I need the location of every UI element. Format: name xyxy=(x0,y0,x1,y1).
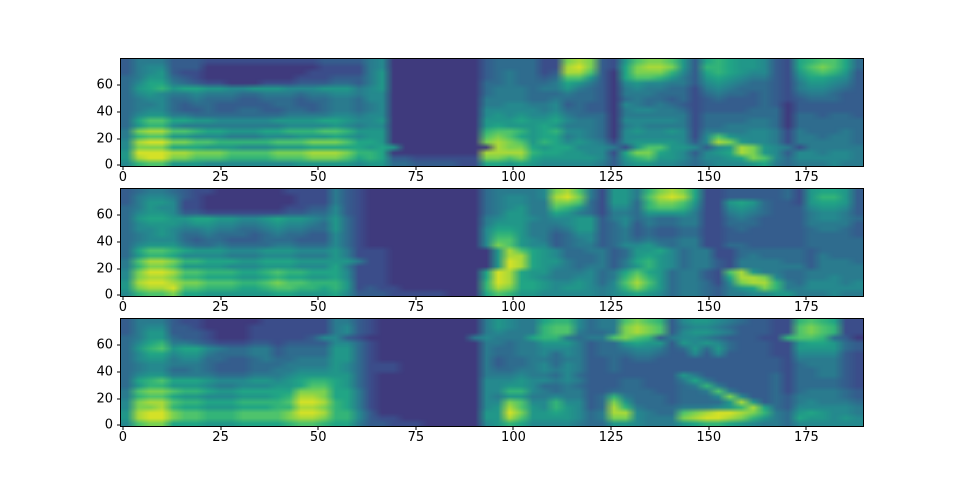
x-tick-mark xyxy=(512,296,514,300)
x-tick-label: 100 xyxy=(501,430,526,445)
y-tick-mark xyxy=(117,398,121,400)
x-tick-mark xyxy=(415,426,417,430)
x-tick-label: 75 xyxy=(407,170,425,185)
x-tick-label: 150 xyxy=(696,300,722,315)
y-tick-label: 0 xyxy=(104,417,113,433)
x-tick-label: 25 xyxy=(212,300,229,315)
x-tick-label: 150 xyxy=(696,430,722,445)
x-tick-mark xyxy=(805,426,807,430)
x-tick-label: 150 xyxy=(696,170,722,185)
x-tick-mark xyxy=(610,296,612,300)
y-tick-label: 40 xyxy=(96,104,113,120)
x-tick-label: 0 xyxy=(118,430,128,445)
y-tick-label: 0 xyxy=(104,157,113,173)
x-tick-mark xyxy=(122,166,124,170)
x-tick-label: 50 xyxy=(309,300,327,315)
x-tick-label: 125 xyxy=(598,430,624,445)
x-tick-label: 125 xyxy=(598,170,624,185)
x-tick-mark xyxy=(220,166,222,170)
x-tick-mark xyxy=(220,426,222,430)
x-tick-label: 0 xyxy=(118,170,128,185)
spectrogram-panel-3: 0 25 50 75 100 125 150 175 0 20 40 60 xyxy=(96,318,864,444)
y-tick-label: 0 xyxy=(104,287,113,303)
x-tick-label: 50 xyxy=(309,170,327,185)
x-tick-mark xyxy=(805,166,807,170)
y-tick-mark xyxy=(117,111,121,113)
x-tick-mark xyxy=(512,426,514,430)
spectrogram-heatmap-3 xyxy=(121,319,863,426)
x-tick-mark xyxy=(220,296,222,300)
x-tick-mark xyxy=(415,166,417,170)
x-tick-label: 75 xyxy=(407,300,425,315)
spectrogram-heatmap-2 xyxy=(121,189,863,296)
x-tick-label: 175 xyxy=(793,170,819,185)
y-tick-mark xyxy=(117,294,121,296)
spectrogram-heatmap-1 xyxy=(121,59,863,166)
y-tick-mark xyxy=(117,241,121,243)
x-tick-label: 175 xyxy=(793,430,819,445)
y-tick-label: 60 xyxy=(96,77,113,93)
x-tick-mark xyxy=(122,296,124,300)
x-tick-mark xyxy=(317,166,319,170)
y-tick-mark xyxy=(117,164,121,166)
y-tick-mark xyxy=(117,371,121,373)
x-tick-label: 25 xyxy=(212,430,229,445)
y-tick-label: 20 xyxy=(96,131,113,147)
x-tick-mark xyxy=(317,426,319,430)
x-tick-label: 0 xyxy=(118,300,128,315)
x-tick-mark xyxy=(610,426,612,430)
x-tick-label: 100 xyxy=(501,300,526,315)
x-tick-mark xyxy=(708,296,710,300)
x-tick-mark xyxy=(122,426,124,430)
x-tick-mark xyxy=(415,296,417,300)
y-tick-mark xyxy=(117,344,121,346)
y-tick-mark xyxy=(117,268,121,270)
y-tick-label: 20 xyxy=(96,391,113,407)
y-tick-mark xyxy=(117,424,121,426)
spectrogram-panel-1: 0 25 50 75 100 125 150 175 0 20 40 60 xyxy=(96,58,864,184)
x-tick-mark xyxy=(708,166,710,170)
x-tick-mark xyxy=(610,166,612,170)
y-tick-label: 40 xyxy=(96,364,113,380)
x-tick-mark xyxy=(512,166,514,170)
y-tick-mark xyxy=(117,214,121,216)
x-tick-label: 100 xyxy=(501,170,526,185)
y-tick-label: 60 xyxy=(96,207,113,223)
x-tick-label: 125 xyxy=(598,300,624,315)
x-tick-label: 75 xyxy=(407,430,425,445)
x-tick-mark xyxy=(805,296,807,300)
y-tick-label: 20 xyxy=(96,261,113,277)
x-tick-mark xyxy=(317,296,319,300)
x-tick-label: 25 xyxy=(212,170,229,185)
y-tick-mark xyxy=(117,138,121,140)
y-tick-mark xyxy=(117,84,121,86)
spectrogram-panel-2: 0 25 50 75 100 125 150 175 0 20 40 60 xyxy=(96,188,864,314)
x-tick-label: 175 xyxy=(793,300,819,315)
x-tick-label: 50 xyxy=(309,430,327,445)
x-tick-mark xyxy=(708,426,710,430)
y-tick-label: 40 xyxy=(96,234,113,250)
y-tick-label: 60 xyxy=(96,337,113,353)
